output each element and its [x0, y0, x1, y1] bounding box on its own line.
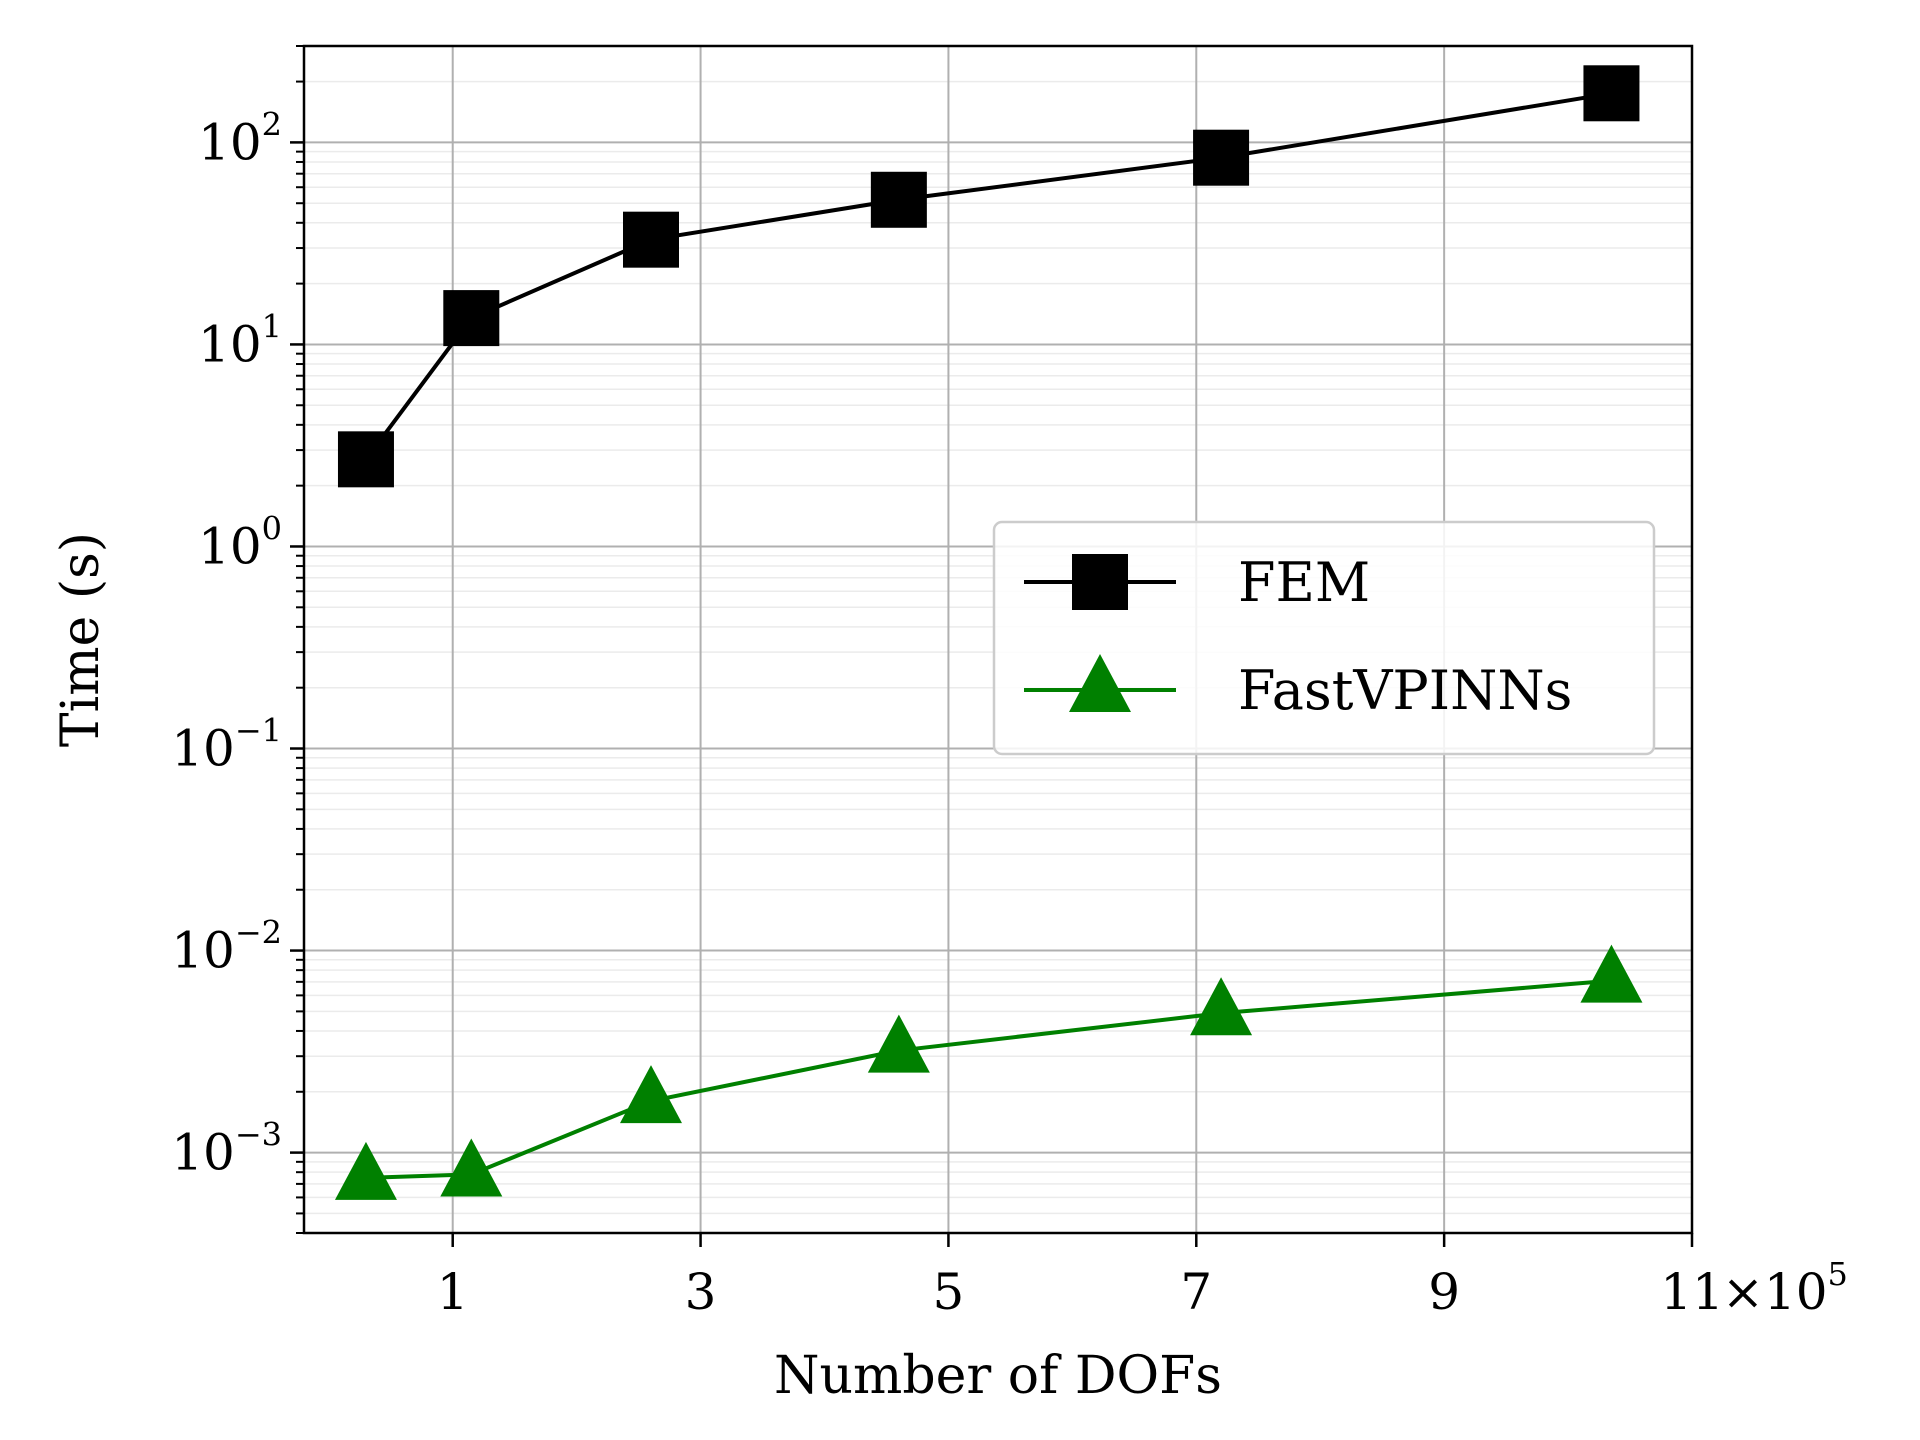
fastvpinns-point: [1190, 977, 1253, 1036]
plot-frame: [302, 44, 1694, 1235]
y-axis-label: Time (s): [51, 532, 111, 747]
fem-series: [337, 65, 1640, 488]
x-tick-label: 7: [1180, 1263, 1212, 1321]
fem-point: [443, 290, 500, 347]
fastvpinns-series: [334, 944, 1643, 1200]
fastvpinns-point: [867, 1014, 930, 1073]
x-tick-label: 1: [437, 1263, 469, 1321]
legend-label: FastVPINNs: [1238, 659, 1572, 722]
fastvpinns-point: [620, 1065, 682, 1124]
minor-gridlines: [304, 45, 1692, 1234]
x-tick-label: 3: [685, 1263, 717, 1321]
x-axis-multiplier: ×105: [1722, 1255, 1848, 1321]
y-tick-label: 10−3: [171, 1116, 282, 1182]
series-layer: [334, 65, 1643, 1200]
fem-point: [1193, 129, 1250, 186]
y-tick-label: 10−2: [171, 914, 282, 980]
x-axis-label: Number of DOFs: [774, 1346, 1222, 1406]
y-tick-label: 102: [198, 105, 282, 171]
x-tick-label: 11: [1660, 1263, 1724, 1321]
legend-marker: [1072, 554, 1128, 610]
legend-marker: [1069, 654, 1131, 713]
legend-item-fastvpinns: FastVPINNs: [1024, 654, 1572, 722]
y-tick-label: 10−1: [171, 712, 282, 778]
legend: FEM FastVPINNs: [992, 520, 1656, 756]
fem-point: [623, 211, 679, 268]
x-tick-label: 9: [1428, 1263, 1460, 1321]
fem-point: [870, 171, 927, 228]
legend-item-fem: FEM: [1024, 551, 1370, 614]
y-tick-label: 100: [198, 509, 282, 575]
fem-point: [1583, 65, 1640, 122]
fastvpinns-point: [334, 1141, 397, 1200]
fem-point: [337, 431, 394, 488]
y-tick-label: 101: [198, 307, 282, 373]
legend-label: FEM: [1238, 551, 1370, 614]
fastvpinns-point: [440, 1138, 503, 1197]
axis-ticks: [290, 45, 1694, 1247]
x-tick-label: 5: [933, 1263, 965, 1321]
tick-labels: 10−3 10−2 10−1 100 101 102 1 3 5 7 9 11: [171, 105, 1724, 1321]
fastvpinns-point: [1580, 944, 1643, 1003]
